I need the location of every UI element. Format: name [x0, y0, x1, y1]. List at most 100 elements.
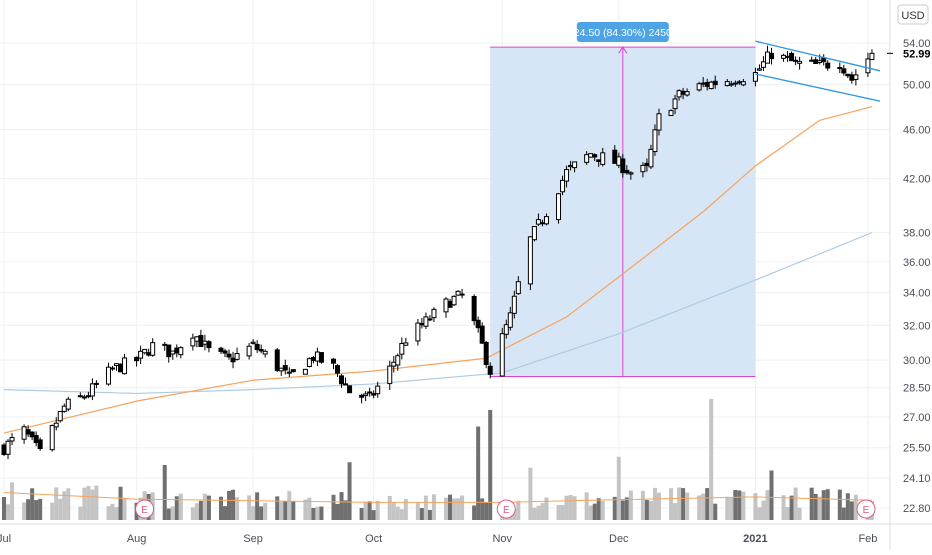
volume-bar	[423, 495, 428, 520]
candle-body	[620, 158, 626, 174]
y-tick-label: 27.00	[903, 412, 931, 424]
volume-bar	[516, 500, 521, 520]
candle-body	[258, 348, 264, 352]
volume-bar	[359, 507, 364, 520]
candle-body	[560, 179, 566, 193]
volume-bar	[713, 503, 718, 520]
volume-bar	[480, 498, 485, 520]
volume-bar	[54, 487, 59, 520]
volume-bar	[753, 493, 758, 520]
candle-body	[869, 52, 875, 61]
candle-body	[282, 365, 288, 371]
candle-body	[399, 343, 405, 355]
candle-body	[49, 424, 55, 451]
volume-bar	[612, 496, 617, 520]
candle-body	[724, 81, 730, 87]
candle-body	[375, 385, 381, 395]
candle-body	[290, 369, 296, 373]
candle-body	[37, 439, 43, 450]
candle-body	[178, 347, 184, 356]
y-tick-label: 36.00	[903, 257, 931, 269]
earnings-marker[interactable]	[496, 499, 516, 519]
volume-bar	[343, 500, 348, 520]
moving-average-slow	[3, 232, 873, 395]
volume-bar	[845, 493, 850, 520]
candle-body	[592, 154, 598, 158]
candle-body	[423, 316, 429, 327]
volume-bar	[821, 490, 826, 520]
candle-body	[347, 385, 353, 394]
y-tick-label: 46.00	[903, 125, 931, 137]
volume-bar	[849, 501, 854, 520]
volume-bar	[307, 497, 312, 520]
volume-bar	[58, 498, 63, 520]
price-channel[interactable]	[755, 40, 881, 102]
y-tick-label: 30.00	[903, 355, 931, 367]
volume-bar	[536, 505, 541, 520]
volume-bar	[202, 493, 207, 520]
candle-body	[740, 81, 746, 86]
x-tick-label: Nov	[492, 533, 512, 545]
candle-body	[57, 410, 63, 422]
volume-bar	[50, 502, 55, 520]
volume-bar	[86, 485, 91, 520]
volume-bar	[741, 491, 746, 520]
earnings-marker[interactable]	[856, 499, 876, 519]
earnings-marker-label[interactable]: E	[141, 505, 148, 516]
candle-body	[572, 161, 578, 169]
candle-body	[556, 193, 562, 221]
candle-body	[122, 357, 128, 375]
earnings-marker[interactable]	[135, 499, 155, 519]
volume-bar	[275, 496, 280, 520]
volume-bar	[769, 470, 774, 520]
overlay-labels: USD	[897, 4, 929, 25]
earnings-marker-label[interactable]: E	[503, 505, 510, 516]
y-tick-label: 42.00	[903, 174, 931, 186]
candle-body	[262, 350, 268, 355]
volume-bar	[592, 503, 597, 520]
earnings-marker-label[interactable]: E	[863, 505, 870, 516]
currency-badge[interactable]	[897, 4, 929, 25]
candle-body	[676, 90, 682, 98]
candle-body	[302, 368, 308, 375]
volume-bar	[737, 490, 742, 520]
volume-bar	[10, 482, 15, 520]
candle-body	[825, 62, 831, 69]
volume-bar	[761, 500, 766, 520]
volume-bar	[162, 465, 167, 520]
candle-body	[274, 349, 280, 371]
candle-body	[672, 98, 678, 110]
candle-body	[146, 352, 152, 356]
candle-body	[134, 356, 140, 362]
volume-bar	[198, 500, 203, 520]
candle-body	[797, 60, 803, 64]
candle-body	[419, 322, 425, 326]
candle-body	[53, 422, 59, 428]
candle-body	[789, 52, 795, 62]
date-price-range-tool[interactable]: 24.50 (84.30%) 2450	[490, 22, 756, 377]
volume-bar	[648, 500, 653, 520]
volume-bar	[419, 508, 424, 520]
volume-bar	[30, 488, 35, 520]
volume-bar	[114, 507, 119, 520]
candle-body	[817, 60, 823, 63]
candle-body	[584, 154, 590, 163]
candle-body	[318, 352, 324, 363]
candle-body	[190, 337, 196, 347]
y-tick-label: 50.00	[903, 80, 931, 92]
candle-body	[732, 82, 738, 85]
volume-bar	[616, 456, 621, 520]
currency-label[interactable]: USD	[901, 10, 924, 22]
candle-body	[640, 164, 646, 173]
volume-bar	[556, 504, 561, 520]
volume-bar	[26, 499, 31, 520]
volume-bar	[62, 491, 67, 520]
candle-body	[455, 290, 461, 296]
candle-body	[760, 61, 766, 68]
candle-body	[588, 153, 594, 158]
volume-bar	[387, 495, 392, 520]
